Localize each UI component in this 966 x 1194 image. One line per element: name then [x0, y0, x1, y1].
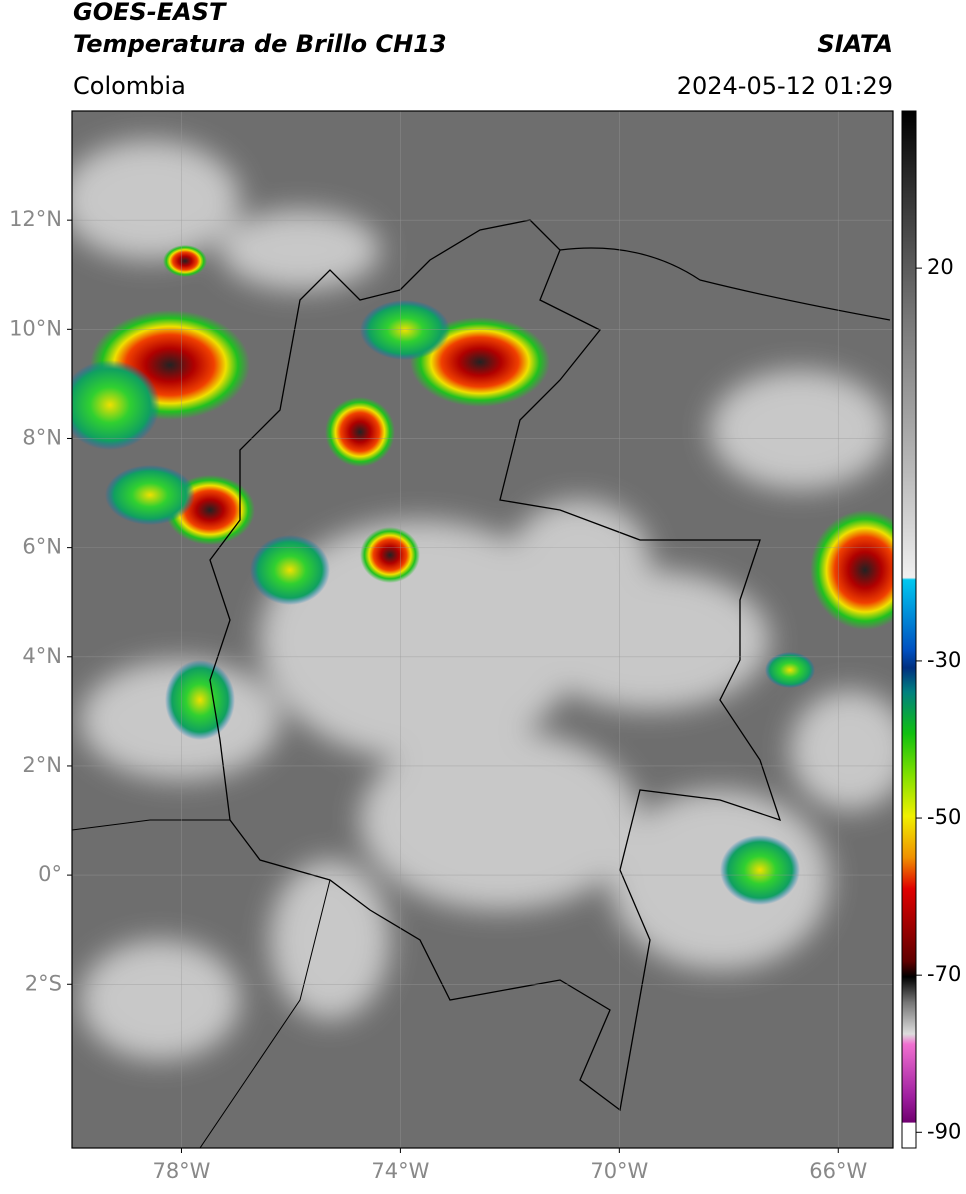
colorbar-tick-label: 20 — [927, 255, 954, 279]
lon-tick-label: 78°W — [152, 1159, 210, 1183]
lat-tick-label: 0° — [38, 862, 62, 886]
lon-tick-label: 66°W — [809, 1159, 867, 1183]
lat-tick-label: 6°N — [22, 535, 62, 559]
lat-tick-label: 2°S — [25, 971, 62, 995]
source: SIATA — [817, 30, 893, 58]
colorbar-tick-label: -30 — [927, 648, 961, 672]
lon-tick-label: 74°W — [371, 1159, 429, 1183]
lat-tick-label: 10°N — [9, 316, 62, 340]
datetime: 2024-05-12 01:29 — [677, 72, 893, 100]
colorbar-tick-label: -50 — [927, 805, 961, 829]
lat-tick-label: 2°N — [22, 753, 62, 777]
map-frame — [71, 110, 894, 1149]
colorbar-tick-label: -70 — [927, 962, 961, 986]
colorbar — [901, 110, 917, 1149]
lon-tick-label: 70°W — [590, 1159, 648, 1183]
lat-tick-label: 12°N — [9, 207, 62, 231]
colorbar-tick-label: -90 — [927, 1119, 961, 1143]
lat-tick-label: 4°N — [22, 644, 62, 668]
title: GOES-EAST — [73, 0, 227, 26]
satellite-image — [72, 111, 893, 1148]
subtitle: Temperatura de Brillo CH13 — [73, 30, 447, 58]
lat-tick-label: 8°N — [22, 425, 62, 449]
region: Colombia — [73, 72, 186, 100]
